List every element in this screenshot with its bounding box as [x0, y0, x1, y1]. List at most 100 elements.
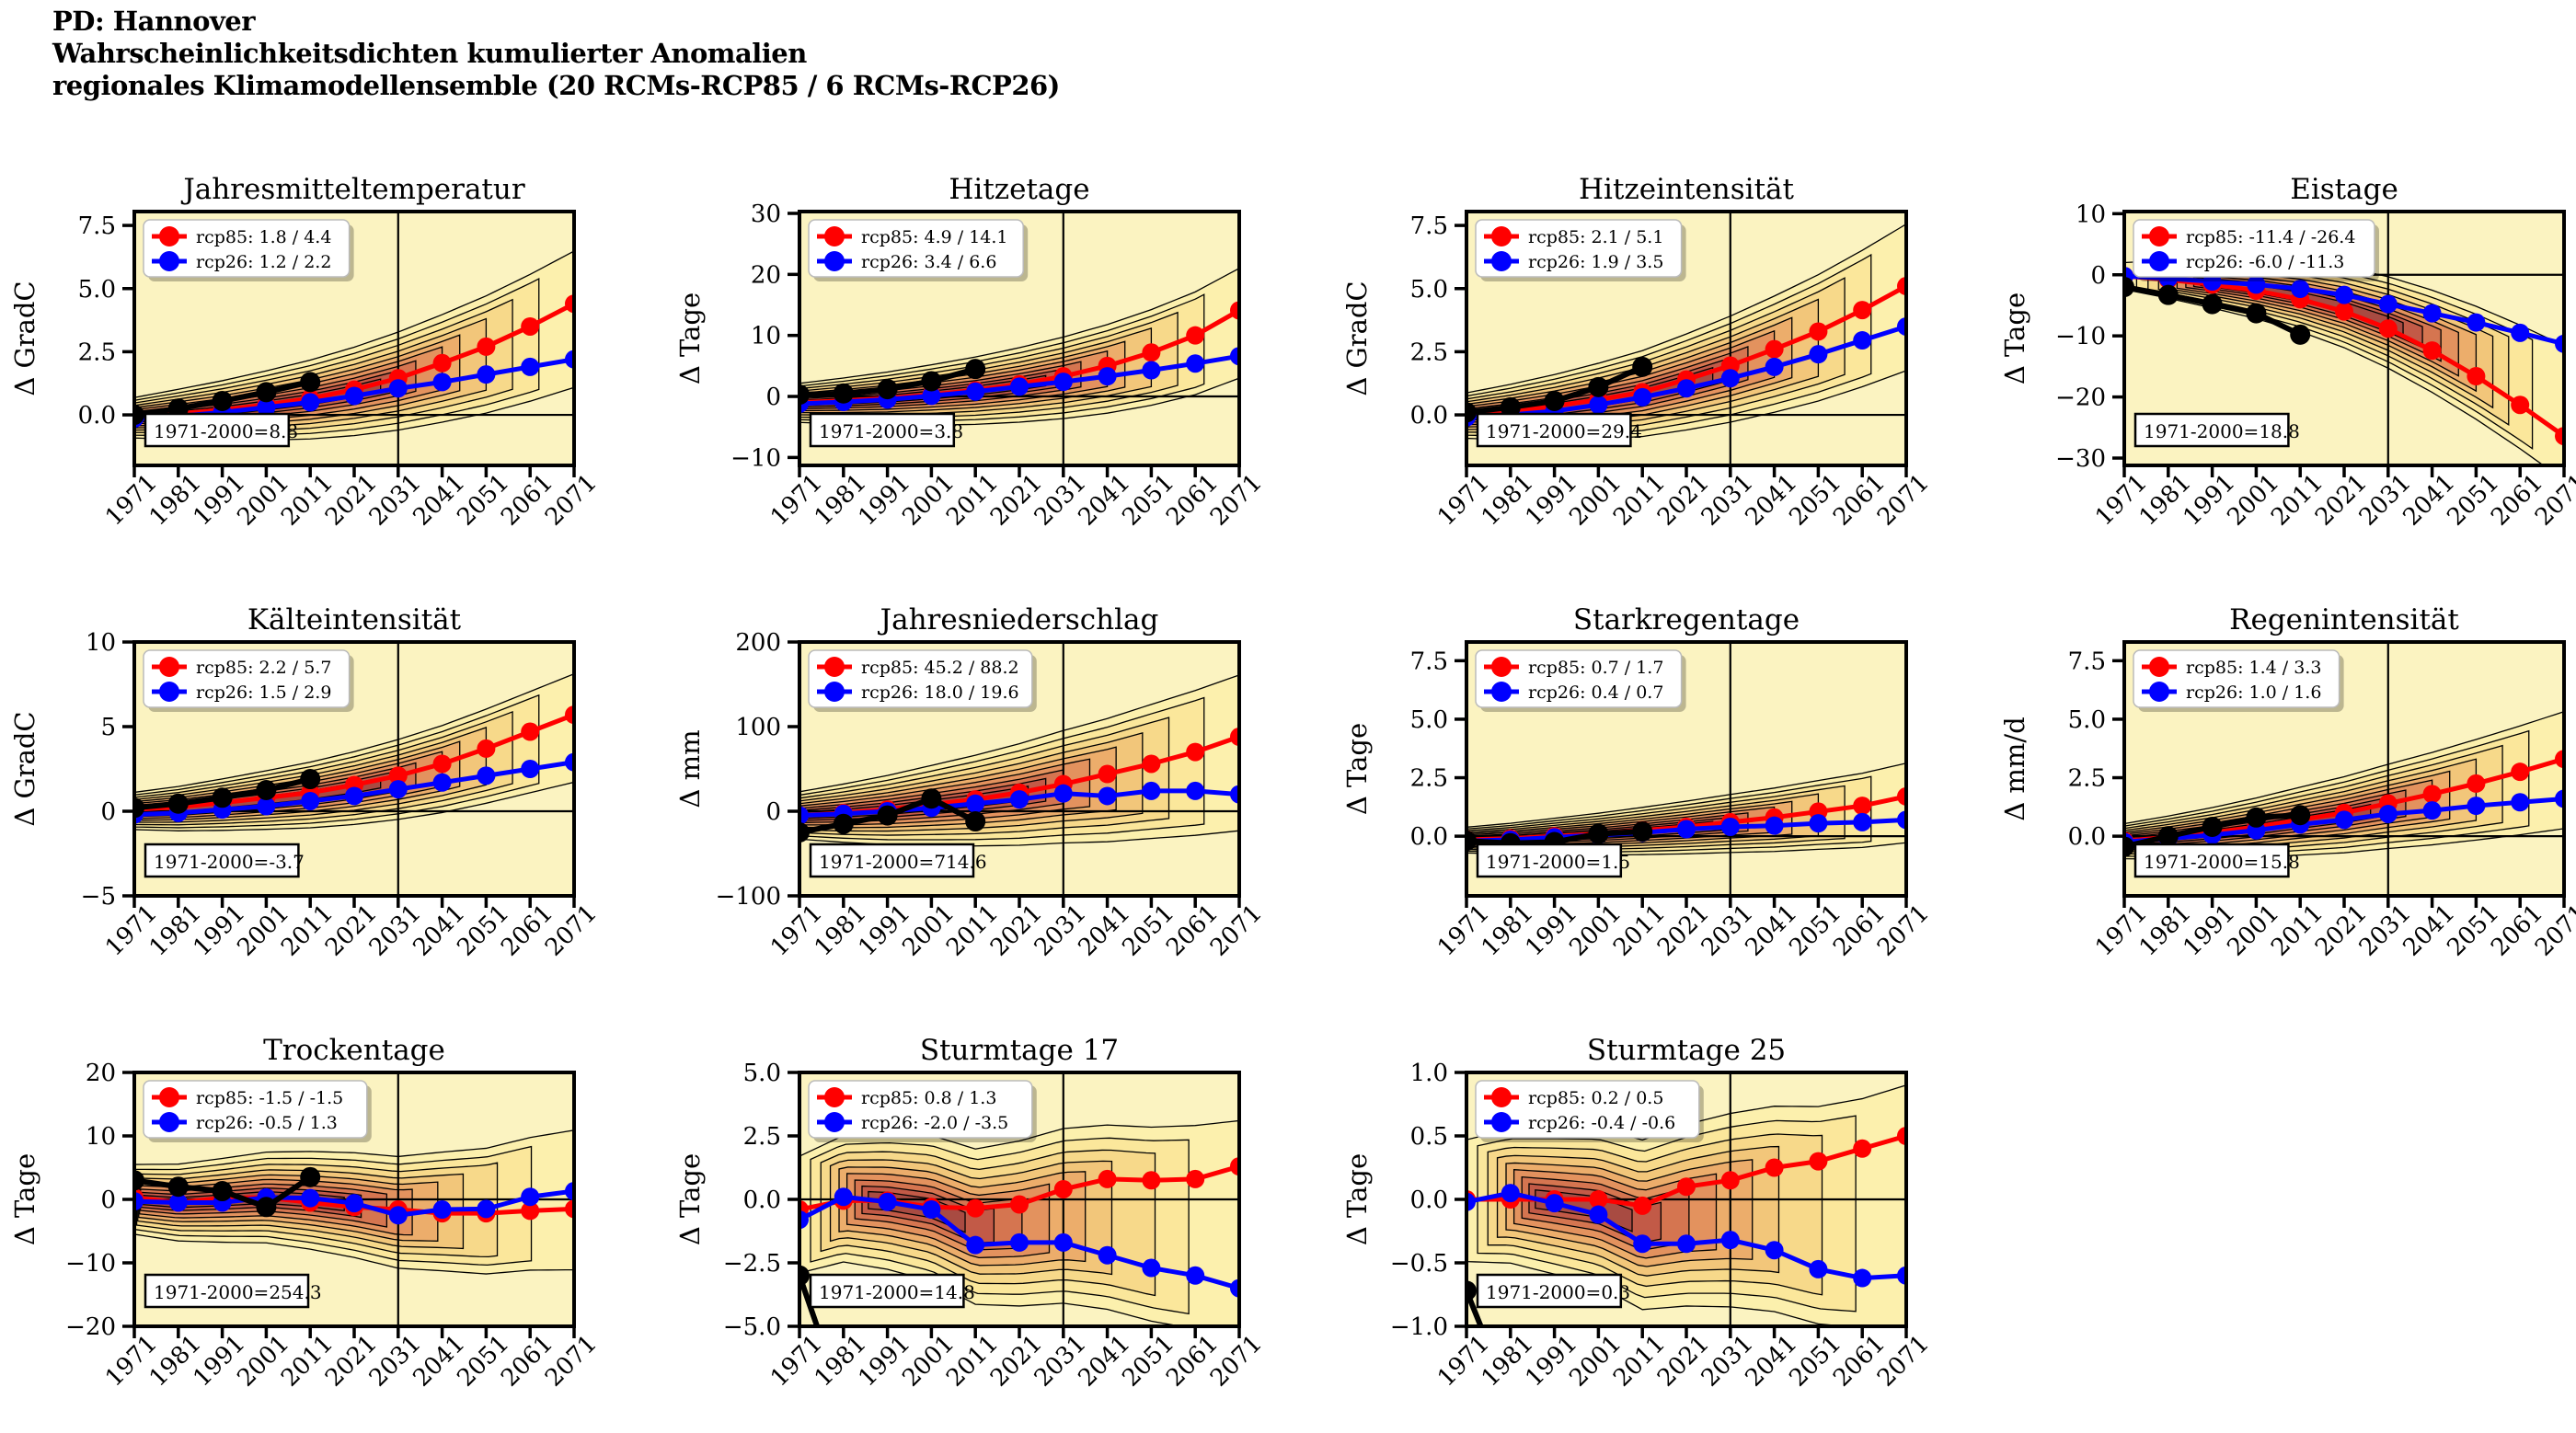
legend-rcp85-marker-dot: [1491, 226, 1512, 246]
rcp26-marker: [1720, 369, 1740, 388]
y-axis-label: Δ Tage: [1341, 723, 1373, 815]
historical-series: [799, 1265, 821, 1326]
reference-period-box: 1971-2000=0.3: [1476, 1273, 1630, 1309]
rcp85-marker: [477, 739, 496, 758]
legend-rcp26-label: rcp26: -0.5 / 1.3: [196, 1113, 338, 1133]
legend-rcp85-label: rcp85: 1.4 / 3.3: [2186, 658, 2321, 678]
plot-area: [1466, 212, 1906, 465]
y-axis: −10 0 10 20 30: [730, 201, 799, 472]
rcp26-marker: [388, 1206, 408, 1225]
y-tick-label: 5.0: [1410, 276, 1448, 304]
plot-area: [134, 642, 574, 896]
rcp26-marker: [1809, 814, 1828, 833]
reference-period-box: 1971-2000=14.8: [809, 1273, 975, 1309]
historical-marker: [2246, 807, 2267, 828]
legend: rcp85: 2.1 / 5.1 rcp26: 1.9 / 3.5: [1475, 219, 1686, 281]
rcp26-marker: [345, 1194, 363, 1213]
y-axis: 0.0 2.5 5.0 7.5: [78, 212, 134, 430]
historical-marker: [965, 359, 986, 380]
rcp85-marker: [1098, 764, 1117, 784]
historical-marker: [134, 405, 144, 426]
y-tick-label: −5.0: [723, 1313, 781, 1341]
rcp85-marker: [1765, 339, 1784, 359]
y-tick-label: 7.5: [78, 212, 116, 240]
subplot-title: Eistage: [2290, 173, 2398, 206]
legend-rcp26-marker-dot: [824, 1112, 845, 1132]
subplot-title: Kälteintensität: [247, 603, 462, 636]
historical-marker: [2124, 836, 2134, 857]
legend: rcp85: 45.2 / 88.2 rcp26: 18.0 / 19.6: [808, 649, 1037, 712]
y-tick-label: 0.0: [1410, 402, 1448, 430]
legend-rcp26-marker-dot: [824, 682, 845, 702]
historical-marker: [256, 382, 277, 403]
rcp26-series: [1466, 1184, 1906, 1288]
rcp26-marker: [1098, 1245, 1117, 1265]
legend-rcp85-marker-dot: [159, 1087, 179, 1107]
y-tick-label: 2.5: [2068, 765, 2106, 793]
historical-marker: [799, 384, 810, 406]
plot-area: [799, 212, 1239, 465]
y-axis-label: Δ Tage: [1999, 292, 2030, 384]
subplot-regenintensit-t: rcp85: 1.4 / 3.3 rcp26: 1.0 / 1.6 1971-200…: [1999, 603, 2576, 962]
reference-period-label: 1971-2000=18.8: [2144, 420, 2300, 442]
rcp26-marker: [2511, 793, 2530, 812]
historical-marker: [1588, 823, 1609, 844]
historical-marker: [965, 811, 986, 832]
subplot-title: Jahresmitteltemperatur: [180, 173, 525, 206]
subplot-title: Sturmtage 25: [1587, 1034, 1786, 1067]
rcp26-marker: [1853, 1268, 1872, 1288]
legend-rcp26-label: rcp26: 1.9 / 3.5: [1528, 252, 1663, 272]
rcp85-marker: [1142, 343, 1161, 362]
rcp26-marker: [1186, 1266, 1205, 1285]
subplot-hitzetage: rcp85: 4.9 / 14.1 rcp26: 3.4 / 6.6 1971-20…: [674, 173, 1268, 532]
rcp85-marker: [1142, 1171, 1161, 1190]
x-tick-label: 2071: [1872, 900, 1935, 962]
reference-period-box: 1971-2000=714.6: [809, 843, 987, 878]
historical-marker: [212, 787, 233, 808]
historical-marker: [2157, 826, 2179, 847]
y-axis: 0.0 2.5 5.0 7.5: [2068, 648, 2124, 851]
legend-rcp26-label: rcp26: -0.4 / -0.6: [1528, 1113, 1675, 1133]
historical-marker: [799, 1265, 810, 1286]
y-axis-label: Δ GradC: [1341, 281, 1373, 396]
legend-rcp26-label: rcp26: 18.0 / 19.6: [861, 682, 1019, 703]
legend: rcp85: 0.2 / 0.5 rcp26: -0.4 / -0.6: [1475, 1080, 1704, 1142]
rcp26-marker: [1633, 1234, 1652, 1254]
historical-marker: [921, 371, 942, 392]
rcp26-marker: [388, 780, 408, 799]
historical-marker: [1588, 376, 1609, 397]
historical-marker: [921, 788, 942, 809]
y-tick-label: 7.5: [1410, 212, 1448, 240]
reference-period-box: 1971-2000=-3.7: [144, 843, 305, 878]
rcp26-marker: [1098, 786, 1117, 806]
plot-area: [1466, 1072, 1906, 1326]
y-axis: −20 −10 0 10 20: [65, 1060, 134, 1341]
rcp85-marker: [2511, 396, 2530, 415]
reference-period-box: 1971-2000=1.5: [1476, 843, 1630, 878]
rcp26-marker: [1809, 345, 1828, 364]
x-axis: 1971198119912001201120212031204120512061…: [765, 465, 1268, 532]
y-axis: 0.0 2.5 5.0 7.5: [1410, 212, 1466, 430]
rcp26-marker: [1010, 1232, 1029, 1252]
subplot-k-lteintensit-t: rcp85: 2.2 / 5.7 rcp26: 1.5 / 2.9 1971-200…: [9, 603, 603, 962]
rcp85-marker: [1677, 1177, 1696, 1197]
x-axis: 1971198119912001201120212031204120512061…: [100, 896, 603, 962]
rcp85-marker: [565, 705, 574, 725]
rcp26-marker: [301, 1188, 320, 1208]
historical-marker: [134, 797, 144, 819]
legend-rcp85-label: rcp85: 2.1 / 5.1: [1528, 227, 1663, 247]
rcp26-marker: [2467, 313, 2486, 332]
legend-rcp85-marker-dot: [159, 657, 179, 677]
rcp85-marker: [388, 766, 408, 785]
historical-marker: [2202, 816, 2223, 837]
y-tick-label: 2.5: [1410, 338, 1448, 366]
rcp85-marker: [1897, 277, 1906, 296]
historical-marker: [1544, 390, 1565, 411]
rcp85-marker: [1053, 1179, 1073, 1198]
legend-rcp26-marker-dot: [1491, 1112, 1512, 1132]
rcp85-marker: [2467, 367, 2486, 386]
rcp26-marker: [1142, 361, 1161, 380]
y-tick-label: −10: [730, 444, 781, 472]
rcp26-marker: [1897, 810, 1906, 830]
y-tick-label: 5.0: [78, 276, 116, 304]
